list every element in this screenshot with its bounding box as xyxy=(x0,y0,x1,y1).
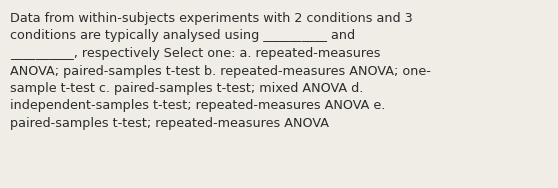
Text: Data from within-subjects experiments with 2 conditions and 3
conditions are typ: Data from within-subjects experiments wi… xyxy=(10,12,431,130)
